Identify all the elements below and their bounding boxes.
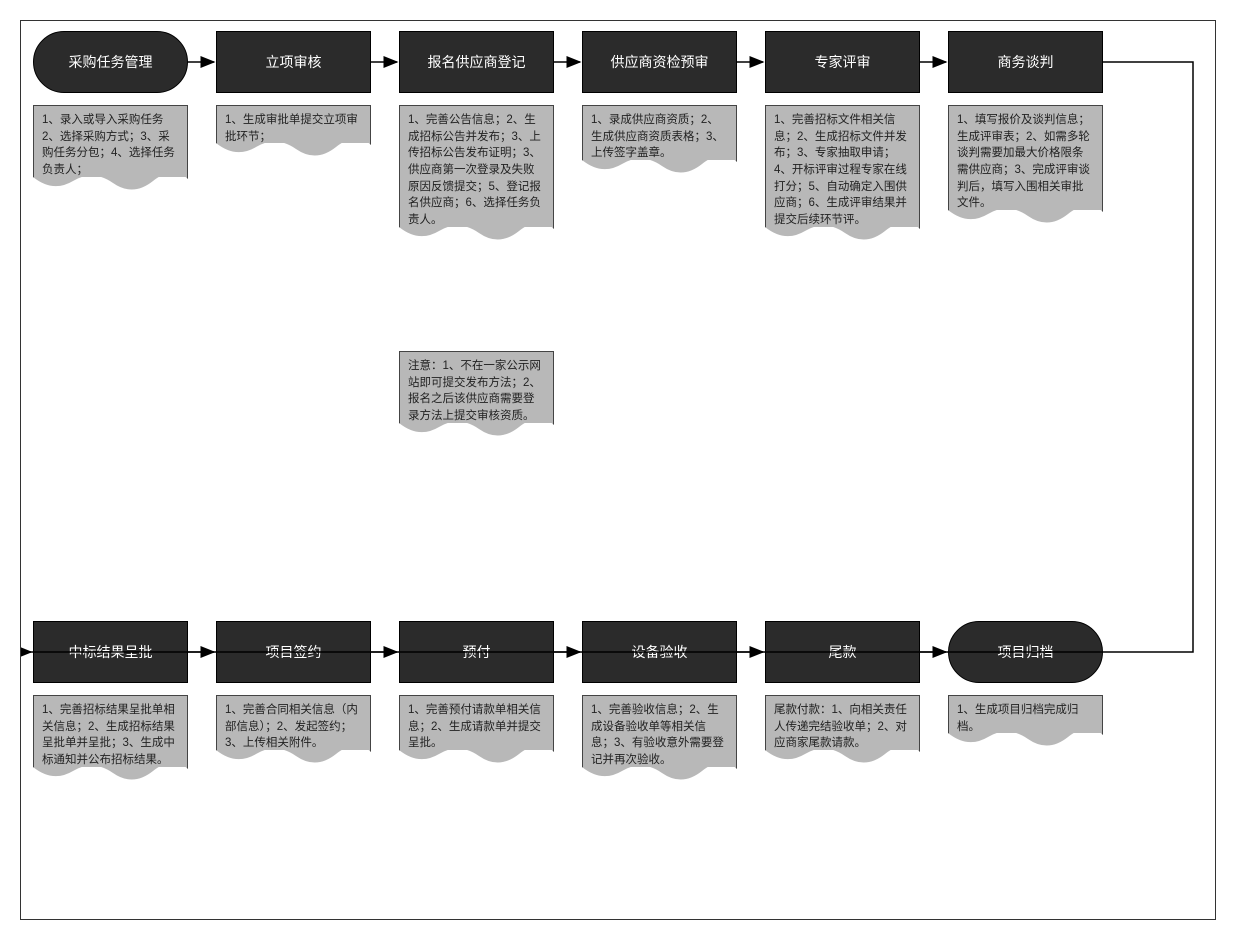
note-wrap: 1、完善合同相关信息（内部信息）；2、发起签约；3、上传相关附件。	[216, 695, 371, 767]
node-expert-review: 专家评审	[765, 31, 920, 93]
node-procurement-task-mgmt: 采购任务管理	[33, 31, 188, 93]
step-12: 项目归档 1、生成项目归档完成归档。	[948, 621, 1103, 750]
tear-edge	[216, 750, 371, 768]
node-project-review: 立项审核	[216, 31, 371, 93]
node-supplier-qualification: 供应商资检预审	[582, 31, 737, 93]
step-11: 尾款 尾款付款：1、向相关责任人传递完结验收单；2、对应商家尾款请款。	[765, 621, 920, 767]
note-wrap: 1、生成审批单提交立项审批环节；	[216, 105, 371, 160]
tear-edge	[216, 143, 371, 161]
node-supplier-registration: 报名供应商登记	[399, 31, 554, 93]
node-bid-result-approval: 中标结果呈批	[33, 621, 188, 683]
node-label: 项目签约	[266, 642, 322, 662]
node-label: 项目归档	[998, 642, 1054, 662]
node-project-archive: 项目归档	[948, 621, 1103, 683]
note-wrap: 1、完善招标结果呈批单相关信息；2、生成招标结果呈批单并呈批；3、生成中标通知并…	[33, 695, 188, 784]
node-label: 报名供应商登记	[428, 52, 526, 72]
node-label: 预付	[463, 642, 491, 662]
tear-edge	[948, 210, 1103, 228]
step-8: 项目签约 1、完善合同相关信息（内部信息）；2、发起签约；3、上传相关附件。	[216, 621, 371, 767]
node-label: 供应商资检预审	[611, 52, 709, 72]
tear-edge	[582, 767, 737, 785]
step-4: 供应商资检预审 1、录成供应商资质；2、生成供应商资质表格；3、上传签字盖章。	[582, 31, 737, 177]
node-label: 专家评审	[815, 52, 871, 72]
step-6: 商务谈判 1、填写报价及谈判信息；生成评审表；2、如需多轮谈判需要加最大价格限条…	[948, 31, 1103, 227]
node-label: 商务谈判	[998, 52, 1054, 72]
node-final-payment: 尾款	[765, 621, 920, 683]
tear-edge	[399, 423, 554, 441]
tear-edge	[399, 227, 554, 245]
step-note: 1、完善公告信息；2、生成招标公告并发布；3、上传招标公告发布证明；3、供应商第…	[399, 105, 554, 244]
step-10: 设备验收 1、完善验收信息；2、生成设备验收单等相关信息；3、有验收意外需要登记…	[582, 621, 737, 784]
step-5: 专家评审 1、完善招标文件相关信息；2、生成招标文件并发布；3、专家抽取申请；4…	[765, 31, 920, 244]
tear-edge	[948, 733, 1103, 751]
note-wrap: 1、完善预付请款单相关信息；2、生成请款单并提交呈批。	[399, 695, 554, 767]
flow-row-2: 中标结果呈批 1、完善招标结果呈批单相关信息；2、生成招标结果呈批单并呈批；3、…	[33, 621, 1103, 784]
tear-edge	[765, 227, 920, 245]
tear-edge	[582, 160, 737, 178]
node-label: 中标结果呈批	[69, 642, 153, 662]
node-project-contract: 项目签约	[216, 621, 371, 683]
note-wrap: 1、完善招标文件相关信息；2、生成招标文件并发布；3、专家抽取申请；4、开标评审…	[765, 105, 920, 244]
flowchart-canvas: 采购任务管理 1、录入或导入采购任务2、选择采购方式；3、采购任务分包；4、选择…	[20, 20, 1216, 920]
note-wrap: 1、录成供应商资质；2、生成供应商资质表格；3、上传签字盖章。	[582, 105, 737, 177]
note-wrap: 1、填写报价及谈判信息；生成评审表；2、如需多轮谈判需要加最大价格限条需供应商；…	[948, 105, 1103, 227]
step-note: 1、完善招标文件相关信息；2、生成招标文件并发布；3、专家抽取申请；4、开标评审…	[765, 105, 920, 244]
step-note: 1、填写报价及谈判信息；生成评审表；2、如需多轮谈判需要加最大价格限条需供应商；…	[948, 105, 1103, 227]
note-wrap: 1、完善公告信息；2、生成招标公告并发布；3、上传招标公告发布证明；3、供应商第…	[399, 105, 554, 244]
node-equipment-acceptance: 设备验收	[582, 621, 737, 683]
note-wrap: 尾款付款：1、向相关责任人传递完结验收单；2、对应商家尾款请款。	[765, 695, 920, 767]
node-label: 尾款	[829, 642, 857, 662]
step-9: 预付 1、完善预付请款单相关信息；2、生成请款单并提交呈批。	[399, 621, 554, 767]
note-wrap: 1、录入或导入采购任务2、选择采购方式；3、采购任务分包；4、选择任务负责人；	[33, 105, 188, 194]
node-business-negotiation: 商务谈判	[948, 31, 1103, 93]
step-3: 报名供应商登记 1、完善公告信息；2、生成招标公告并发布；3、上传招标公告发布证…	[399, 31, 554, 244]
node-prepayment: 预付	[399, 621, 554, 683]
step-3-extra-note: 注意：1、不在一家公示网站即可提交发布方法；2、报名之后该供应商需要登录方法上提…	[399, 351, 554, 440]
tear-edge	[33, 177, 188, 195]
note-wrap: 1、完善验收信息；2、生成设备验收单等相关信息；3、有验收意外需要登记并再次验收…	[582, 695, 737, 784]
tear-edge	[33, 767, 188, 785]
node-label: 采购任务管理	[69, 52, 153, 72]
node-label: 立项审核	[266, 52, 322, 72]
tear-edge	[765, 750, 920, 768]
step-7: 中标结果呈批 1、完善招标结果呈批单相关信息；2、生成招标结果呈批单并呈批；3、…	[33, 621, 188, 784]
step-1: 采购任务管理 1、录入或导入采购任务2、选择采购方式；3、采购任务分包；4、选择…	[33, 31, 188, 194]
note-wrap: 1、生成项目归档完成归档。	[948, 695, 1103, 750]
node-label: 设备验收	[632, 642, 688, 662]
tear-edge	[399, 750, 554, 768]
flow-row-1: 采购任务管理 1、录入或导入采购任务2、选择采购方式；3、采购任务分包；4、选择…	[33, 31, 1103, 244]
step-2: 立项审核 1、生成审批单提交立项审批环节；	[216, 31, 371, 160]
